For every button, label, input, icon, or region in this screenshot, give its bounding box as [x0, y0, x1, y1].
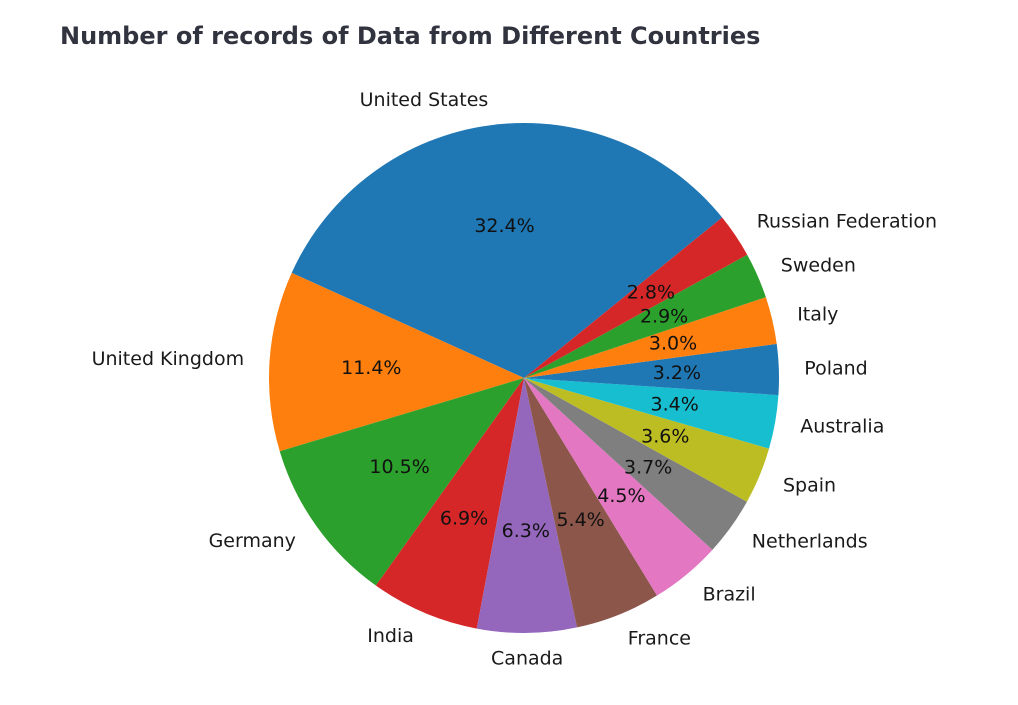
- category-labels: United States United Kingdom Germany India C…: [92, 89, 937, 670]
- pie-slice-australia: [524, 378, 779, 449]
- pie-slice-brazil: [524, 378, 713, 596]
- category-label-russian-federation: Russian Federation: [757, 210, 937, 232]
- category-label-united-kingdom: United Kingdom: [92, 348, 245, 370]
- pct-label-canada: 6.3%: [502, 520, 550, 542]
- category-label-canada: Canada: [491, 648, 563, 670]
- pct-label-germany: 10.5%: [369, 456, 429, 478]
- pct-label-united-states: 32.4%: [474, 215, 534, 237]
- pct-label-india: 6.9%: [440, 508, 488, 530]
- chart-title: Number of records of Data from Different…: [60, 22, 761, 50]
- percentage-labels: 32.4% 11.4% 10.5% 6.9% 6.3% 5.4%4.5% 3.7% 3.6% 3…: [341, 215, 701, 542]
- pie-slice-india: [375, 378, 524, 629]
- category-label-united-states: United States: [360, 89, 489, 111]
- pct-label-italy: 3.0%: [649, 332, 697, 354]
- pie-slice-netherlands: [524, 378, 747, 550]
- pie-slice-united-states: [291, 122, 723, 378]
- pie-slices: [268, 122, 780, 634]
- category-label-germany: Germany: [209, 530, 296, 552]
- pie-slice-united-kingdom: [268, 272, 524, 452]
- pie-slice-spain: [524, 378, 770, 502]
- category-label-india: India: [367, 625, 414, 647]
- category-label-france: France: [628, 628, 691, 650]
- pct-label-spain: 3.6%: [641, 426, 689, 448]
- category-label-netherlands: Netherlands: [752, 531, 868, 553]
- category-label-italy: Italy: [797, 304, 838, 326]
- pct-label-netherlands: 3.7%: [624, 456, 672, 478]
- pie-slice-france: [524, 378, 658, 628]
- category-label-spain: Spain: [783, 475, 836, 497]
- pie-slice-poland: [524, 343, 780, 396]
- category-label-australia: Australia: [800, 416, 884, 438]
- pct-label-australia: 3.4%: [651, 394, 699, 416]
- category-label-poland: Poland: [804, 358, 867, 380]
- pct-label-poland: 3.2%: [653, 362, 701, 384]
- category-label-sweden: Sweden: [781, 254, 856, 276]
- pie-slice-sweden: [524, 254, 766, 378]
- pct-label-brazil: 4.5%: [597, 485, 645, 507]
- pie-slice-russian-federation: [524, 217, 748, 378]
- pie-slice-canada: [476, 378, 578, 634]
- pct-label-united-kingdom: 11.4%: [341, 357, 401, 379]
- pct-label-sweden: 2.9%: [640, 306, 688, 328]
- pct-label-france: 5.4%: [556, 509, 604, 531]
- pie-slice-germany: [279, 378, 524, 586]
- pct-label-russian-federation: 2.8%: [627, 282, 675, 304]
- category-label-brazil: Brazil: [703, 583, 756, 605]
- pie-slice-italy: [524, 297, 777, 378]
